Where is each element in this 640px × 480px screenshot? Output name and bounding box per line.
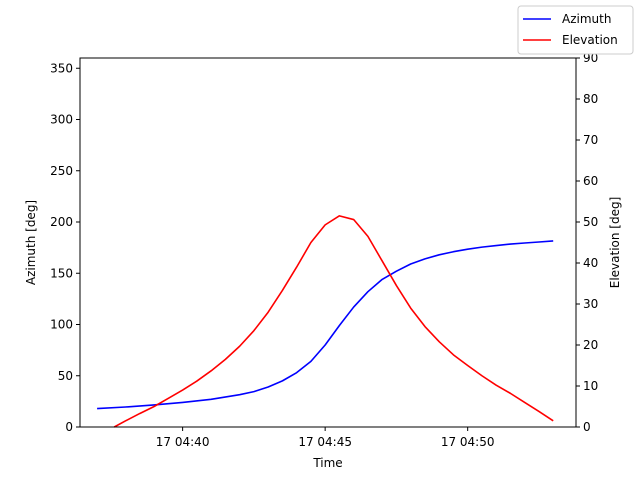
bottom-axis-ticks: 17 04:40 17 04:45 17 04:50 — [156, 427, 495, 449]
series-line-azimuth — [97, 240, 554, 410]
y-axis-label-right: Elevation [deg] — [608, 197, 622, 289]
series-line-elevation — [113, 215, 554, 428]
right-tick-label: 60 — [583, 174, 598, 188]
legend: Azimuth Elevation — [517, 5, 634, 55]
legend-label-azimuth: Azimuth — [562, 12, 611, 26]
series-lines — [97, 215, 554, 428]
left-tick-label: 0 — [65, 420, 73, 434]
left-tick-label: 200 — [50, 215, 73, 229]
plot-frame — [79, 57, 577, 428]
right-tick-label: 40 — [583, 256, 598, 270]
x-tick-label: 17 04:40 — [156, 435, 210, 449]
left-tick-label: 150 — [50, 266, 73, 280]
right-tick-label: 30 — [583, 297, 598, 311]
left-tick-label: 50 — [58, 369, 73, 383]
left-tick-label: 100 — [50, 318, 73, 332]
y-axis-label-left: Azimuth [deg] — [24, 200, 38, 285]
right-tick-label: 0 — [583, 420, 591, 434]
left-tick-label: 350 — [50, 61, 73, 75]
x-tick-label: 17 04:45 — [298, 435, 352, 449]
right-tick-label: 20 — [583, 338, 598, 352]
x-tick-label: 17 04:50 — [441, 435, 495, 449]
right-tick-label: 50 — [583, 215, 598, 229]
plot-area — [80, 58, 576, 427]
left-tick-label: 250 — [50, 164, 73, 178]
right-tick-label: 80 — [583, 92, 598, 106]
right-tick-label: 70 — [583, 133, 598, 147]
right-tick-label: 10 — [583, 379, 598, 393]
legend-box — [517, 5, 634, 55]
legend-label-elevation: Elevation — [562, 33, 618, 47]
left-axis-ticks: 0 50 100 150 200 250 300 350 — [50, 61, 80, 434]
left-tick-label: 300 — [50, 113, 73, 127]
x-axis-label: Time — [312, 456, 342, 470]
